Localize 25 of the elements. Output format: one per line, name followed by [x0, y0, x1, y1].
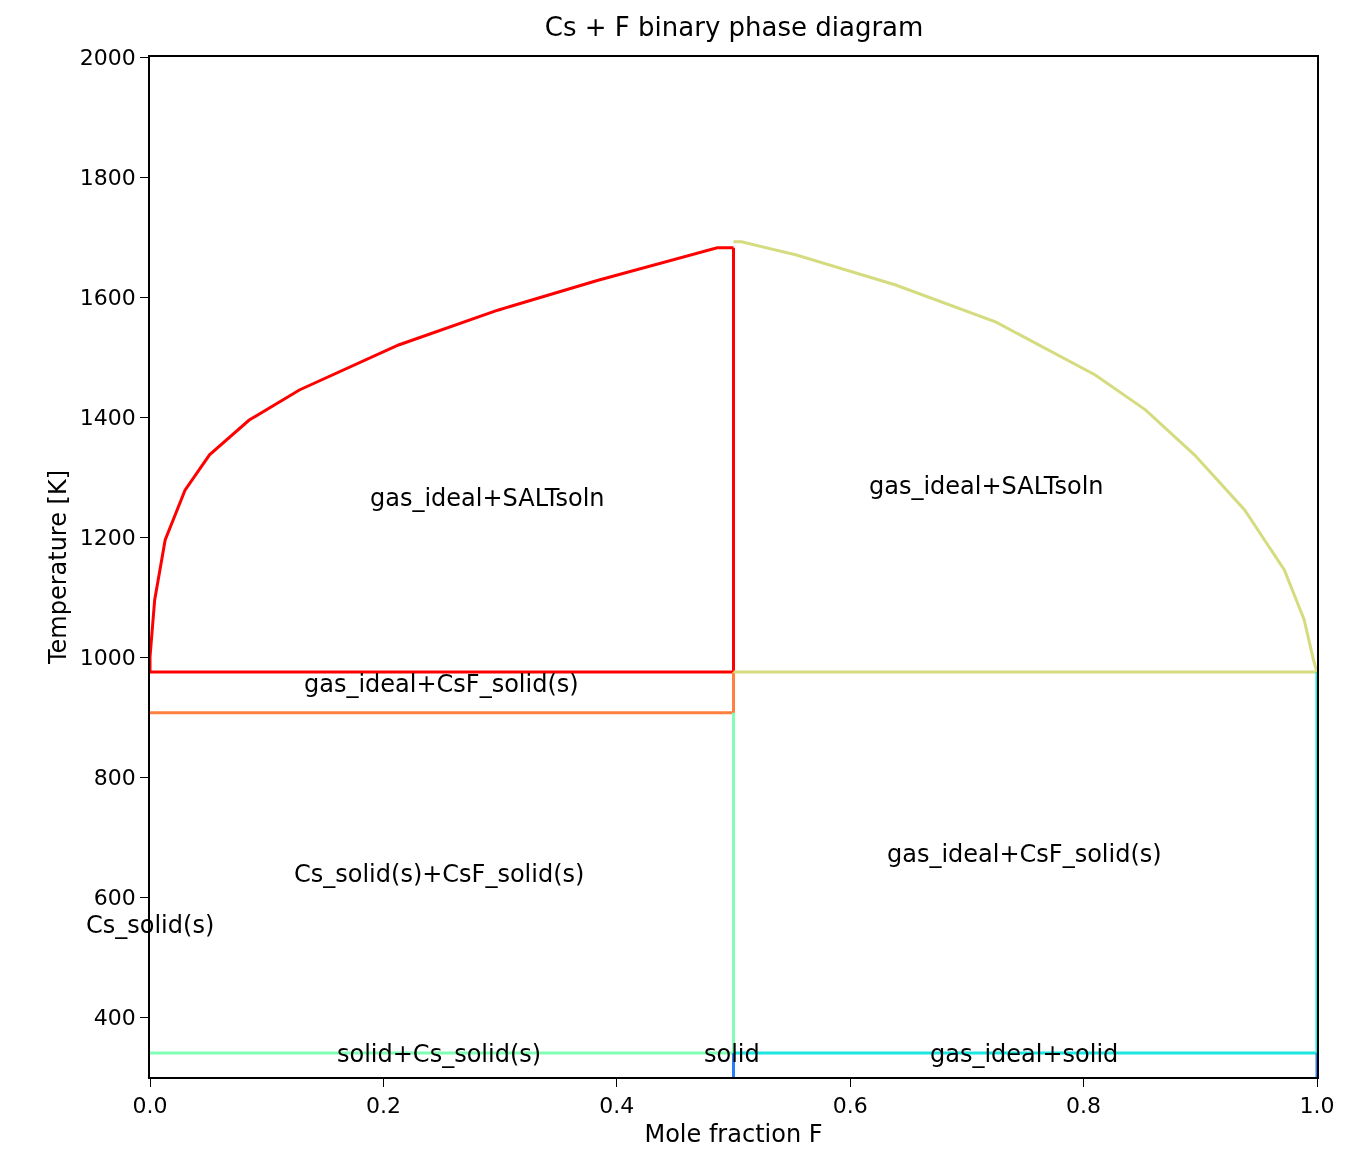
- annotation: gas_ideal+SALTsoln: [869, 472, 1104, 500]
- y-axis-title: Temperature [K]: [44, 469, 73, 666]
- y-tick-label: 400: [93, 1004, 136, 1030]
- annotation: gas_ideal+CsF_solid(s): [887, 840, 1162, 868]
- x-tick-label: 0.6: [832, 1093, 868, 1119]
- y-tick-label: 800: [93, 764, 136, 790]
- y-tick-label: 1600: [79, 284, 136, 310]
- annotation: solid+Cs_solid(s): [337, 1040, 542, 1068]
- x-tick-label: 0.2: [365, 1093, 401, 1119]
- x-tick-label: 0.0: [132, 1093, 168, 1119]
- x-axis-title: Mole fraction F: [644, 1119, 823, 1148]
- annotation: Cs_solid(s)+CsF_solid(s): [294, 860, 585, 888]
- y-tick-label: 1400: [79, 404, 136, 430]
- annotation: gas_ideal+SALTsoln: [370, 484, 605, 512]
- x-tick-label: 0.4: [599, 1093, 635, 1119]
- annotation: solid: [704, 1040, 760, 1068]
- chart-title: Cs + F binary phase diagram: [544, 11, 924, 42]
- annotation: gas_ideal+CsF_solid(s): [304, 670, 579, 698]
- y-tick-label: 1800: [79, 164, 136, 190]
- y-tick-label: 1000: [79, 644, 136, 670]
- y-tick-label: 2000: [79, 44, 136, 70]
- y-tick-label: 600: [93, 884, 136, 910]
- x-tick-label: 1.0: [1299, 1093, 1335, 1119]
- y-tick-label: 1200: [79, 524, 136, 550]
- x-tick-label: 0.8: [1066, 1093, 1102, 1119]
